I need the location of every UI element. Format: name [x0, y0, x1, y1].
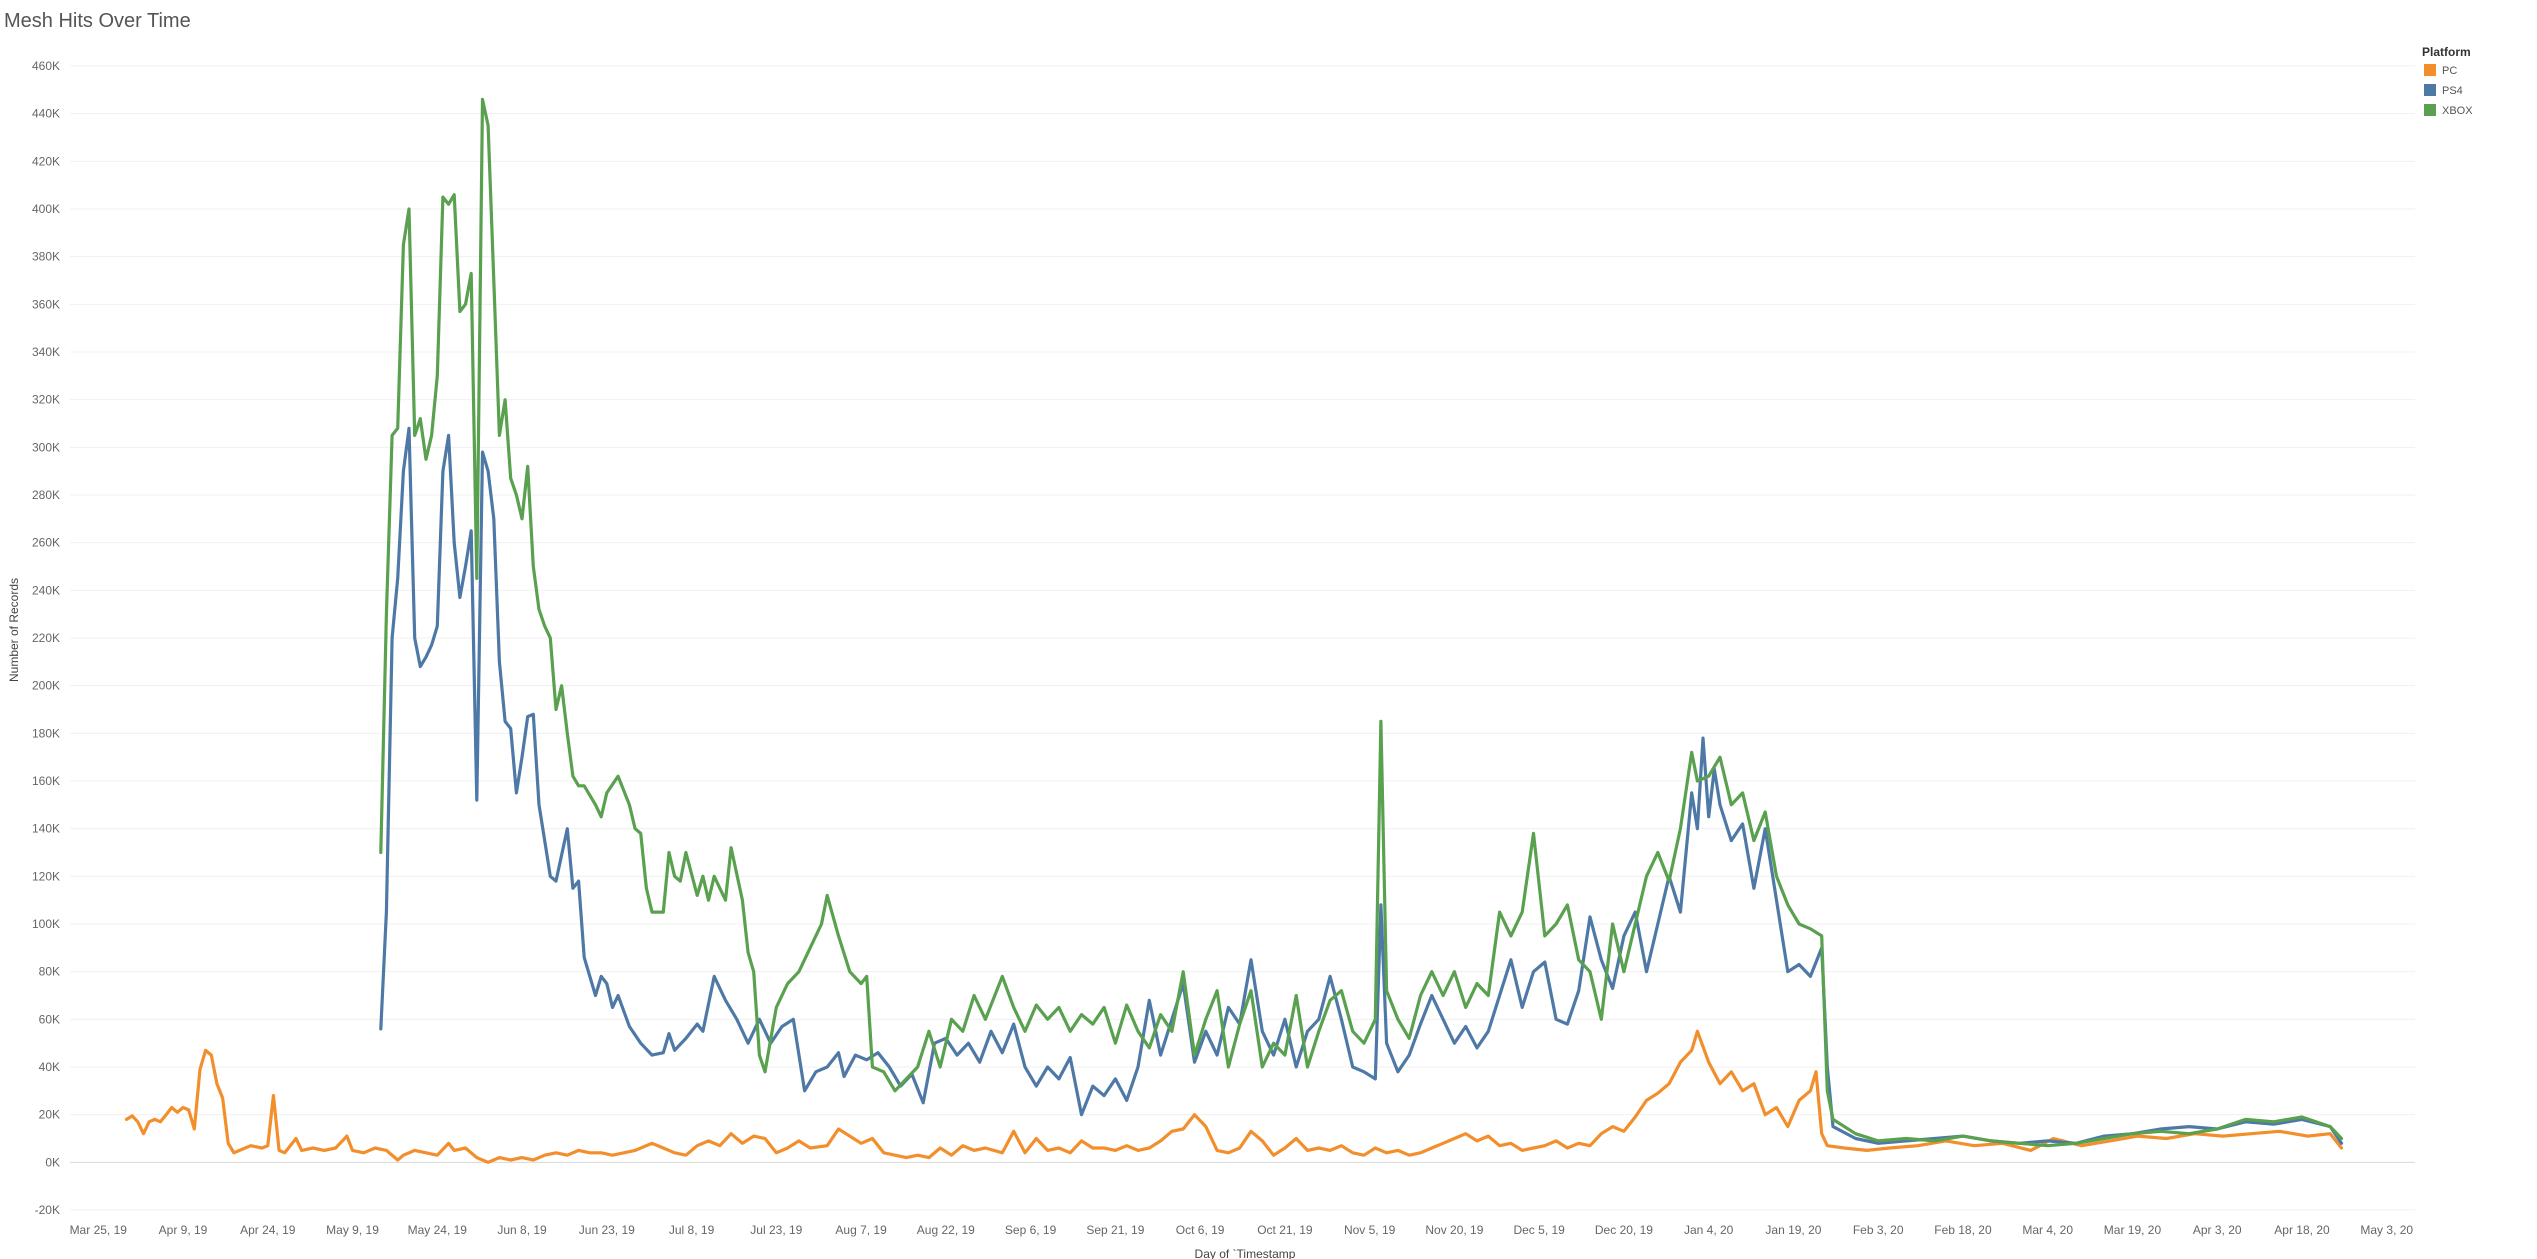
x-tick-label: Mar 4, 20 — [2022, 1223, 2073, 1237]
y-tick-label: 100K — [32, 917, 60, 931]
gridlines — [70, 65, 2415, 1211]
x-tick-label: Jul 8, 19 — [669, 1223, 715, 1237]
legend-swatch-pc — [2424, 64, 2436, 76]
x-axis-ticks: Mar 25, 19 Apr 9, 19 Apr 24, 19 May 9, 19 Ma… — [70, 1223, 2414, 1237]
y-tick-label: 440K — [32, 107, 60, 121]
x-tick-label: Oct 21, 19 — [1257, 1223, 1313, 1237]
x-tick-label: Nov 5, 19 — [1344, 1223, 1396, 1237]
chart-title: Mesh Hits Over Time — [4, 10, 191, 32]
series-line-xbox — [379, 97, 2344, 1148]
y-tick-label: 280K — [32, 488, 60, 502]
x-tick-label: Aug 7, 19 — [835, 1223, 887, 1237]
x-tick-label: Oct 6, 19 — [1176, 1223, 1225, 1237]
legend-label-pc: PC — [2442, 65, 2457, 77]
y-tick-label: 460K — [32, 59, 60, 73]
y-tick-label: 300K — [32, 440, 60, 454]
x-tick-label: Jun 23, 19 — [579, 1223, 635, 1237]
series-line-pc — [124, 1029, 2344, 1164]
x-tick-label: Mar 19, 20 — [2104, 1223, 2162, 1237]
y-tick-label: 40K — [39, 1060, 60, 1074]
y-tick-label: 20K — [39, 1108, 60, 1122]
x-tick-label: Jan 19, 20 — [1765, 1223, 1821, 1237]
x-tick-label: Feb 18, 20 — [1934, 1223, 1992, 1237]
legend-label-xbox: XBOX — [2442, 105, 2473, 117]
x-tick-label: May 24, 19 — [408, 1223, 468, 1237]
y-tick-label: 80K — [39, 965, 60, 979]
y-tick-label: 420K — [32, 154, 60, 168]
y-tick-label: 240K — [32, 583, 60, 597]
y-tick-label: 180K — [32, 726, 60, 740]
x-tick-label: Nov 20, 19 — [1425, 1223, 1483, 1237]
x-tick-label: Apr 24, 19 — [240, 1223, 296, 1237]
x-tick-label: Jan 4, 20 — [1684, 1223, 1734, 1237]
y-tick-label: 60K — [39, 1012, 60, 1026]
series-lines — [124, 97, 2344, 1164]
legend: Platform PC PS4 XBOX — [2422, 45, 2473, 117]
y-tick-label: 220K — [32, 631, 60, 645]
y-tick-label: 120K — [32, 869, 60, 883]
x-tick-label: May 9, 19 — [326, 1223, 379, 1237]
y-tick-label: 0K — [45, 1155, 60, 1169]
x-tick-label: Apr 18, 20 — [2274, 1223, 2330, 1237]
y-tick-label: 200K — [32, 679, 60, 693]
y-tick-label: 160K — [32, 774, 60, 788]
y-tick-label: 360K — [32, 297, 60, 311]
y-tick-label: 400K — [32, 202, 60, 216]
y-axis-title: Number of Records — [7, 578, 21, 682]
y-tick-label: 340K — [32, 345, 60, 359]
x-tick-label: Dec 5, 19 — [1513, 1223, 1565, 1237]
x-tick-label: Dec 20, 19 — [1595, 1223, 1653, 1237]
legend-swatch-ps4 — [2424, 84, 2436, 96]
legend-swatch-xbox — [2424, 104, 2436, 116]
x-tick-label: Sep 6, 19 — [1005, 1223, 1057, 1237]
x-tick-label: Jul 23, 19 — [750, 1223, 802, 1237]
x-tick-label: Apr 3, 20 — [2193, 1223, 2242, 1237]
y-tick-label: 140K — [32, 822, 60, 836]
x-tick-label: Apr 9, 19 — [159, 1223, 208, 1237]
legend-title: Platform — [2422, 45, 2471, 59]
y-tick-label: 320K — [32, 393, 60, 407]
y-tick-label: -20K — [35, 1203, 60, 1217]
legend-label-ps4: PS4 — [2442, 85, 2463, 97]
y-axis-ticks: -20K 0K 20K 40K 60K 80K 100K 120K 140K 160K 180K 20… — [32, 59, 60, 1217]
x-tick-label: Jun 8, 19 — [497, 1223, 547, 1237]
x-tick-label: Sep 21, 19 — [1086, 1223, 1144, 1237]
series-line-ps4 — [379, 426, 2344, 1145]
x-tick-label: May 3, 20 — [2360, 1223, 2413, 1237]
x-tick-label: Mar 25, 19 — [70, 1223, 128, 1237]
y-tick-label: 380K — [32, 250, 60, 264]
x-tick-label: Aug 22, 19 — [917, 1223, 975, 1237]
x-axis-title: Day of `Timestamp — [1195, 1247, 1296, 1259]
y-tick-label: 260K — [32, 536, 60, 550]
x-tick-label: Feb 3, 20 — [1853, 1223, 1904, 1237]
